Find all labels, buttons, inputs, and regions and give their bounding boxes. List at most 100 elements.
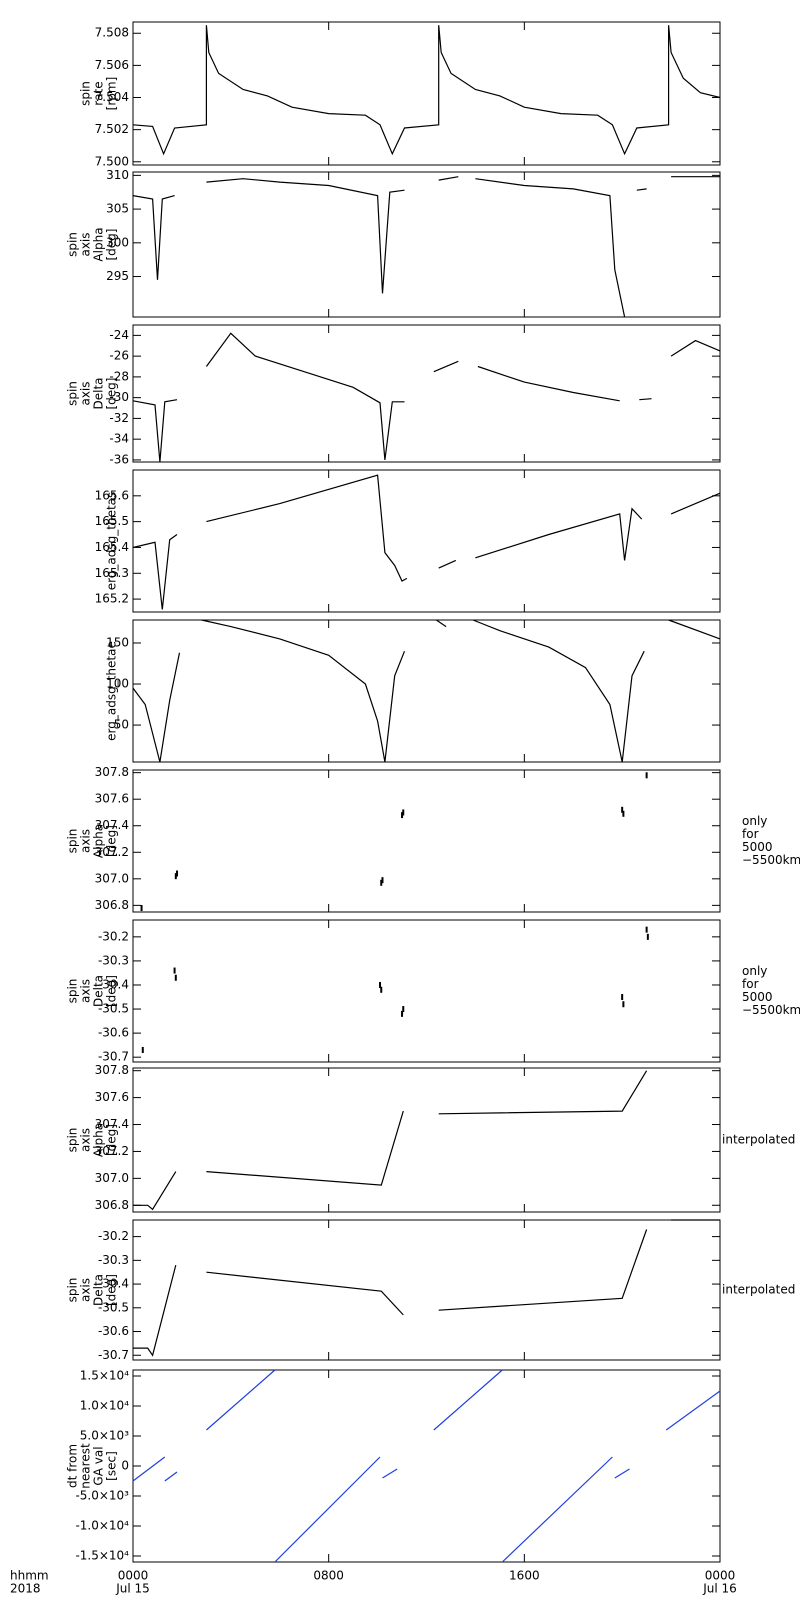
y-tick-label: -30.3 [98,953,129,967]
data-point [622,1001,625,1008]
data-point [140,905,143,912]
y-axis-label: axis [79,232,93,256]
y-axis-label: [deg] [105,825,119,857]
y-axis-label: [deg] [105,229,119,261]
y-tick-label: 1.0×10⁴ [80,1399,129,1413]
y-tick-label: -30.4 [98,1277,129,1291]
data-point [176,870,179,877]
y-axis-label: axis [79,381,93,405]
y-tick-label: 165.4 [95,540,129,554]
data-point [646,933,649,940]
y-axis-label: dt from [66,1444,80,1488]
y-tick-label: 300 [106,235,129,249]
y-axis-label: [deg] [105,1124,119,1156]
y-axis-label: [deg] [105,378,119,410]
y-axis-label: axis [79,979,93,1003]
x-tick-label: 0000 [118,1569,149,1583]
data-point [402,1006,405,1013]
y-tick-label: 0 [121,1459,129,1473]
y-tick-label: 100 [106,677,129,691]
data-point [401,812,404,819]
y-tick-label: 306.8 [95,1198,129,1212]
plot-frame [132,324,721,463]
y-tick-label: -30.6 [98,1324,129,1338]
annotation: only [742,964,767,978]
y-tick-label: -5.0×10³ [75,1489,129,1503]
y-axis-label: axis [79,829,93,853]
y-tick-label: 307.0 [95,1171,129,1185]
data-point [380,986,383,993]
y-axis-label: Delta [92,975,106,1007]
y-axis-label: erg_adsg_thetae [105,641,119,741]
y-axis-label: [sec] [105,1451,119,1481]
y-tick-label: -30.5 [98,1300,129,1314]
y-axis-label: [rpm] [105,77,119,111]
data-point [173,967,176,974]
data-line [133,1219,720,1357]
y-tick-label: 307.2 [95,1144,129,1158]
x-tick-label: 0000 [705,1569,736,1583]
y-tick-label: -30.6 [98,1026,129,1040]
data-line [132,1369,721,1563]
data-point [621,806,624,813]
data-line [132,619,721,763]
y-tick-label: -30.2 [98,1229,129,1243]
y-tick-label: 165.6 [95,488,129,502]
y-tick-label: 165.3 [95,566,129,580]
data-point [402,809,405,816]
annotation: interpolated [722,1133,795,1147]
y-axis-label: spin [66,381,80,406]
y-tick-label: 5.0×10³ [80,1429,129,1443]
y-tick-label: -30.7 [98,1348,129,1362]
data-point [381,877,384,884]
annotation: only [742,814,767,828]
y-tick-label: 165.2 [95,592,129,606]
y-tick-label: -30.3 [98,1253,129,1267]
y-axis-label: spin [66,1128,80,1153]
data-line [132,25,721,156]
y-tick-label: -30.7 [98,1050,129,1064]
y-tick-label: 310 [106,168,129,182]
y-tick-label: -1.0×10⁴ [75,1519,129,1533]
y-tick-label: 307.8 [95,765,129,779]
y-tick-label: 307.6 [95,1090,129,1104]
y-tick-label: 150 [106,635,129,649]
data-line [132,474,721,610]
y-axis-label: [deg] [105,1274,119,1306]
plot-frame [132,769,721,913]
y-tick-label: -36 [109,452,129,466]
y-tick-label: 50 [114,718,129,732]
y-axis-label: spin [66,1278,80,1303]
y-tick-label: -30 [109,390,129,404]
y-tick-label: -26 [109,349,129,363]
y-tick-label: -28 [109,369,129,383]
y-axis-label: Delta [92,1274,106,1306]
y-tick-label: 165.5 [95,514,129,528]
plot-frame [132,1369,721,1563]
y-tick-label: -34 [109,432,129,446]
x-tick-label: 0800 [313,1569,344,1583]
data-point [401,1010,404,1017]
data-point [174,974,177,981]
y-tick-label: 306.8 [95,898,129,912]
annotation: −5500km [742,1003,800,1017]
y-axis-label: axis [79,1278,93,1302]
data-point [174,873,177,880]
y-tick-label: 7.504 [95,90,129,104]
y-axis-label: axis [79,1128,93,1152]
plot-frame [132,1067,721,1213]
y-axis-label: nearest [79,1443,93,1489]
y-tick-label: 1.5×10⁴ [80,1369,129,1383]
y-axis-label: GA val [92,1446,106,1485]
plot-frame [132,21,721,166]
data-line [133,1070,648,1211]
y-axis-label: Alpha [92,1123,106,1157]
x-date-label: Jul 16 [702,1582,737,1596]
y-axis-label: Delta [92,377,106,409]
data-point [141,1046,144,1053]
y-tick-label: 7.500 [95,154,129,168]
y-tick-label: -30.5 [98,1002,129,1016]
data-point [621,994,624,1001]
annotation: 5000 [742,840,773,854]
